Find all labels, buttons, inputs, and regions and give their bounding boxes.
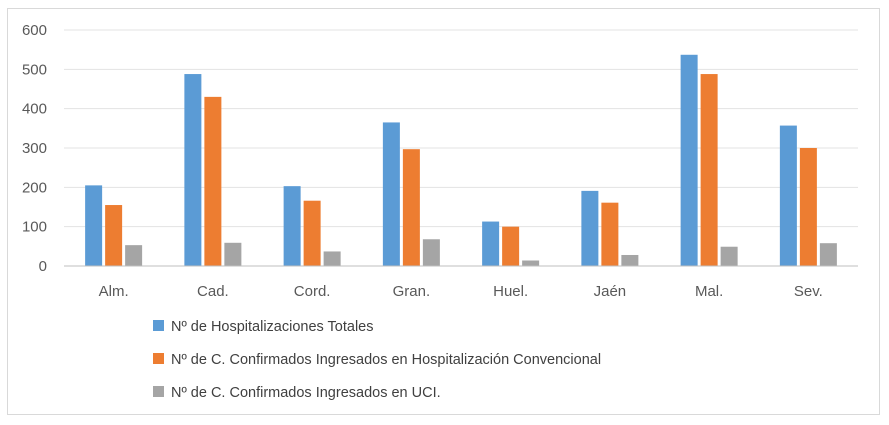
bar-3-6 (621, 254, 639, 266)
x-tick-label: Cord. (294, 283, 331, 300)
y-tick-label: 100 (22, 219, 47, 236)
bar-1-3 (283, 186, 301, 266)
bar-2-5 (502, 226, 520, 266)
y-tick-label: 300 (22, 140, 47, 157)
bar-2-1 (105, 205, 123, 266)
x-tick-label: Cad. (197, 283, 229, 300)
bar-3-1 (125, 245, 143, 266)
legend-label-3: Nº de C. Confirmados Ingresados en UCI. (171, 385, 441, 401)
legend-label-1: Nº de Hospitalizaciones Totales (171, 319, 374, 335)
y-axis-ticks: 0 100 200 300 400 500 600 (22, 22, 47, 275)
bar-1-4 (382, 122, 400, 266)
y-tick-label: 500 (22, 61, 47, 78)
bar-1-6 (581, 190, 599, 266)
y-tick-label: 200 (22, 179, 47, 196)
x-axis-ticks: Alm. Cad. Cord. Gran. Huel. Jaén Mal. Sev. (99, 283, 823, 300)
bar-1-8 (779, 125, 797, 266)
x-tick-label: Mal. (695, 283, 723, 300)
legend-swatch-3 (153, 386, 164, 397)
bar-1-1 (85, 185, 103, 266)
chart-frame (7, 8, 880, 415)
bar-3-4 (422, 239, 440, 266)
x-tick-label: Sev. (794, 283, 823, 300)
bar-2-2 (204, 96, 222, 266)
x-tick-label: Jaén (594, 283, 627, 300)
bar-2-8 (799, 148, 817, 266)
gridlines (64, 29, 858, 228)
bar-3-5 (522, 260, 540, 266)
bar-1-7 (680, 54, 698, 266)
y-tick-label: 400 (22, 101, 47, 118)
y-tick-label: 0 (39, 258, 47, 275)
x-tick-label: Alm. (99, 283, 129, 300)
bar-1-5 (482, 221, 500, 266)
legend-swatch-1 (153, 320, 164, 331)
bar-3-2 (224, 242, 242, 266)
legend-label-2: Nº de C. Confirmados Ingresados en Hospi… (171, 352, 601, 368)
legend-swatch-2 (153, 353, 164, 364)
legend: Nº de Hospitalizaciones Totales Nº de C. … (153, 319, 601, 401)
bar-2-4 (402, 149, 420, 266)
bar-2-7 (700, 74, 718, 266)
bar-3-8 (819, 243, 837, 266)
bar-1-2 (184, 74, 202, 266)
bar-3-7 (720, 246, 738, 266)
bars (85, 54, 837, 266)
y-tick-label: 600 (22, 22, 47, 39)
bar-3-3 (323, 251, 341, 266)
bar-2-6 (601, 202, 619, 266)
bar-2-3 (303, 200, 321, 266)
x-tick-label: Huel. (493, 283, 528, 300)
x-tick-label: Gran. (393, 283, 431, 300)
